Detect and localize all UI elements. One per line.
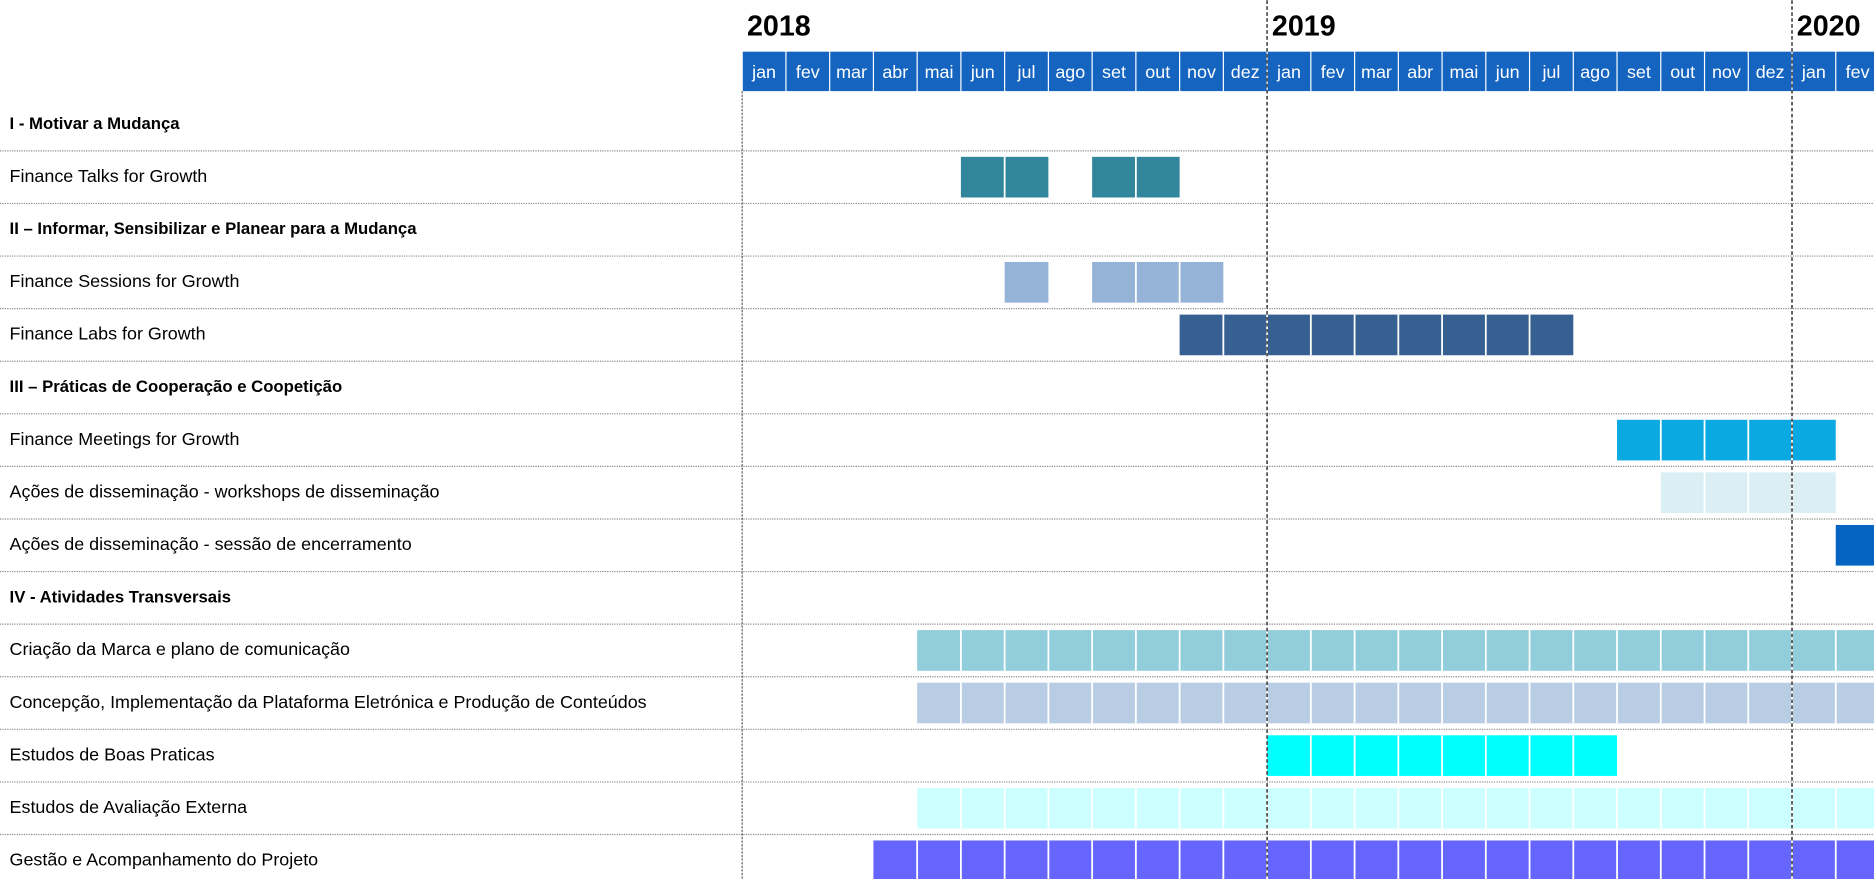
task-bar — [917, 787, 1874, 829]
month-cell — [786, 51, 830, 92]
year-label: 2020 — [1797, 10, 1861, 42]
month-cell — [830, 51, 873, 92]
month-label: jun — [1495, 62, 1520, 82]
month-cell — [1398, 51, 1442, 92]
month-cell — [1223, 51, 1267, 92]
section-heading: III – Práticas de Cooperação e Coopetiçã… — [10, 377, 343, 396]
task-label: Finance Labs for Growth — [10, 324, 206, 344]
month-label: ago — [1580, 62, 1610, 82]
task-label: Estudos de Boas Praticas — [10, 744, 215, 764]
month-label: fev — [1321, 62, 1345, 82]
month-label: nov — [1187, 62, 1216, 82]
month-label: out — [1670, 62, 1695, 82]
section-heading: II – Informar, Sensibilizar e Planear pa… — [10, 219, 418, 238]
month-label: jun — [970, 62, 995, 82]
month-label: fev — [1846, 62, 1870, 82]
month-label: set — [1102, 62, 1126, 82]
month-cell — [961, 51, 1005, 92]
month-cell — [874, 51, 917, 92]
task-label: Ações de disseminação - workshops de dis… — [10, 481, 440, 501]
month-cell — [1792, 51, 1836, 92]
task-bar — [1092, 262, 1224, 303]
month-cell — [742, 51, 786, 92]
month-label: dez — [1231, 62, 1260, 82]
month-cell — [1486, 51, 1529, 92]
task-bar — [1617, 419, 1836, 461]
month-cell — [1442, 51, 1486, 92]
year-label: 2018 — [747, 10, 811, 42]
year-label: 2019 — [1272, 10, 1336, 42]
month-label: abr — [1407, 62, 1433, 82]
month-cell — [1136, 51, 1180, 92]
month-cell — [1530, 51, 1573, 92]
month-label: abr — [882, 62, 908, 82]
month-cell — [1005, 51, 1048, 92]
task-label: Estudos de Avaliação Externa — [10, 797, 248, 817]
month-label: jan — [1276, 62, 1301, 82]
task-bar — [917, 682, 1874, 724]
month-label: mar — [1361, 62, 1392, 82]
month-label: mar — [836, 62, 867, 82]
month-cell — [917, 51, 961, 92]
month-cell — [1836, 51, 1874, 92]
month-cell — [1180, 51, 1223, 92]
task-bar — [1179, 314, 1574, 356]
month-label: jul — [1541, 62, 1560, 82]
task-bar — [917, 630, 1874, 671]
month-label: mai — [925, 62, 954, 82]
month-cell — [1311, 51, 1354, 92]
task-label: Finance Talks for Growth — [10, 166, 208, 186]
month-cell — [1048, 51, 1092, 92]
month-cell — [1355, 51, 1398, 92]
task-bar — [1835, 524, 1874, 566]
section-heading: IV - Atividades Transversais — [10, 587, 231, 606]
month-cell — [1573, 51, 1617, 92]
task-label: Finance Meetings for Growth — [10, 429, 240, 449]
task-label: Concepção, Implementação da Plataforma E… — [10, 692, 647, 712]
month-label: set — [1627, 62, 1651, 82]
month-label: nov — [1712, 62, 1741, 82]
month-label: out — [1145, 62, 1170, 82]
section-heading: I - Motivar a Mudança — [10, 114, 181, 133]
month-cell — [1748, 51, 1792, 92]
month-label: jan — [1801, 62, 1826, 82]
month-cell — [1661, 51, 1704, 92]
month-label: ago — [1055, 62, 1085, 82]
month-label: dez — [1756, 62, 1785, 82]
month-cell — [1705, 51, 1748, 92]
task-bar — [1004, 262, 1049, 303]
month-cell — [1092, 51, 1136, 92]
task-label: Finance Sessions for Growth — [10, 271, 240, 291]
task-label: Criação da Marca e plano de comunicação — [10, 639, 350, 659]
task-label: Ações de disseminação - sessão de encerr… — [10, 534, 412, 554]
month-cell — [1267, 51, 1311, 92]
month-label: mai — [1450, 62, 1479, 82]
month-label: fev — [796, 62, 820, 82]
month-cell — [1617, 51, 1661, 92]
month-label: jul — [1017, 62, 1036, 82]
task-label: Gestão e Acompanhamento do Projeto — [10, 850, 319, 870]
month-label: jan — [751, 62, 776, 82]
task-bar — [873, 840, 1874, 879]
